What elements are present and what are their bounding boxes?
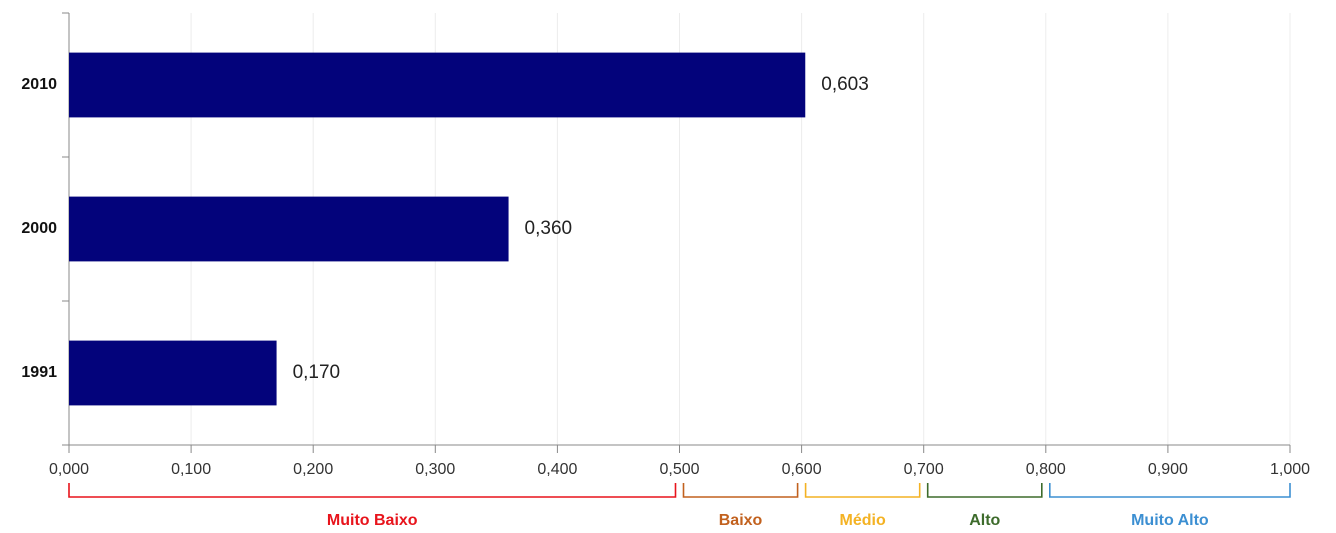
bar <box>69 340 277 406</box>
value-label: 0,170 <box>293 362 341 383</box>
y-tick-label: 1991 <box>21 364 57 381</box>
x-tick-label: 0,900 <box>1148 461 1188 478</box>
band-bracket <box>804 483 921 498</box>
band-label: Alto <box>969 512 1000 529</box>
x-tick-label: 0,200 <box>293 461 333 478</box>
bar <box>69 196 509 262</box>
band-bracket <box>926 483 1043 498</box>
x-tick-label: 0,400 <box>537 461 577 478</box>
band-label: Muito Baixo <box>327 512 418 529</box>
x-tick-label: 0,800 <box>1026 461 1066 478</box>
band-bracket <box>68 483 677 498</box>
x-tick-label: 0,300 <box>415 461 455 478</box>
value-label: 0,603 <box>821 74 869 95</box>
x-tick-label: 1,000 <box>1270 461 1310 478</box>
x-tick-label: 0,100 <box>171 461 211 478</box>
bar <box>69 52 806 118</box>
band-label: Médio <box>840 512 886 529</box>
y-tick-label: 2000 <box>21 220 57 237</box>
y-tick-label: 2010 <box>21 76 57 93</box>
band-bracket <box>682 483 799 498</box>
x-tick-label: 0,700 <box>904 461 944 478</box>
band-label: Baixo <box>719 512 763 529</box>
value-label: 0,360 <box>525 218 573 239</box>
band-label: Muito Alto <box>1131 512 1209 529</box>
band-bracket <box>1049 483 1291 498</box>
x-tick-label: 0,600 <box>782 461 822 478</box>
x-tick-label: 0,500 <box>659 461 699 478</box>
x-tick-label: 0,000 <box>49 461 89 478</box>
